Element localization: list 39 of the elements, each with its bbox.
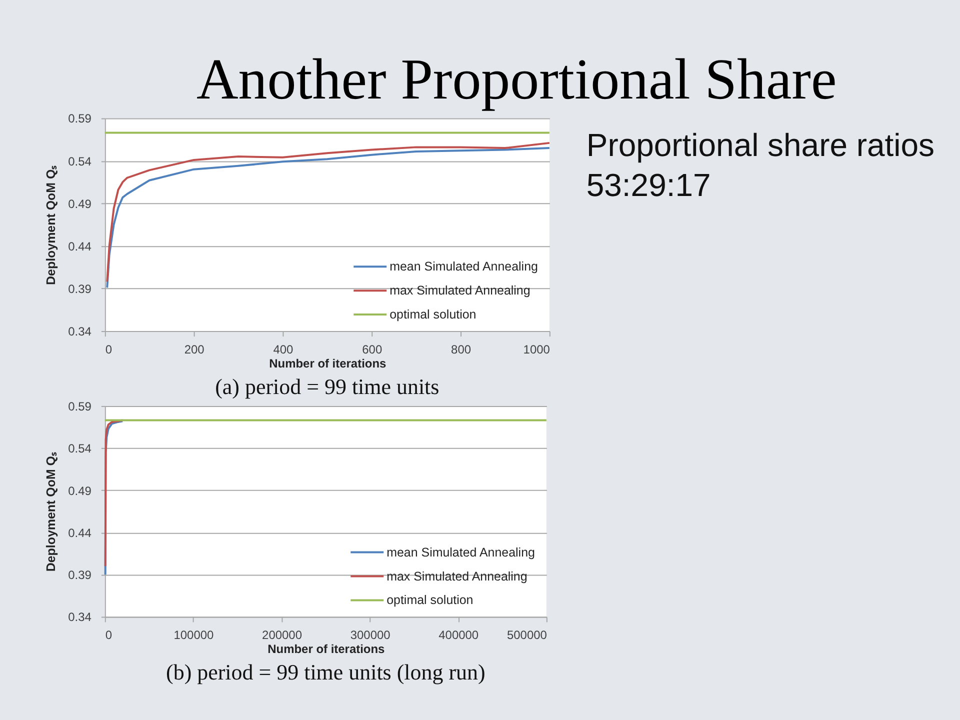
chart-title: Another Proportional Share [196, 46, 837, 112]
legend-label: max Simulated Annealing [386, 569, 528, 584]
legend-label: mean Simulated Annealing [390, 260, 538, 274]
y-tick-label: 0.49 [68, 196, 92, 211]
y-tick-label: 0.39 [68, 568, 92, 582]
y-axis-title: Deployment QoM Qₛ [44, 165, 58, 285]
y-axis-title: Deployment QoM Qₛ [44, 452, 58, 572]
y-tick-label: 0.39 [68, 282, 92, 296]
legend-label: optimal solution [390, 308, 476, 322]
y-tick-label: 0.59 [68, 399, 92, 414]
x-tick-label: 800 [451, 342, 472, 357]
y-tick-label: 0.54 [68, 442, 92, 456]
x-tick-label: 100000 [174, 628, 214, 642]
y-tick-label: 0.54 [68, 154, 92, 168]
x-tick-label: 0 [105, 628, 112, 642]
y-tick-label: 0.34 [68, 324, 92, 339]
y-tick-label: 0.44 [68, 526, 92, 540]
x-tick-label: 1000 [523, 342, 550, 357]
x-tick-label: 200 [184, 342, 205, 357]
y-tick-label: 0.49 [68, 484, 92, 498]
legend-label: optimal solution [386, 593, 474, 608]
y-tick-label: 0.44 [68, 239, 92, 254]
x-tick-label: 400 [273, 342, 294, 357]
legend-label: mean Simulated Annealing [386, 545, 536, 560]
x-tick-label: 200000 [262, 628, 302, 642]
legend-label: max Simulated Annealing [390, 284, 530, 298]
text: (b) period = 99 time units (long run) [166, 660, 486, 685]
x-tick-label: 0 [105, 342, 112, 357]
x-tick-label: 500000 [506, 628, 548, 642]
text: 53:29:17 [586, 167, 711, 204]
x-tick-label: 400000 [438, 628, 479, 642]
y-tick-label: 0.59 [68, 112, 92, 126]
text: (a) period = 99 time units [215, 374, 440, 399]
text: Proportional share ratios [586, 127, 935, 164]
x-axis-title: Number of iterations [268, 642, 386, 656]
x-axis-title: Number of iterations [269, 356, 387, 370]
y-tick-label: 0.34 [68, 610, 92, 624]
x-tick-label: 600 [362, 342, 382, 357]
x-tick-label: 300000 [350, 628, 391, 642]
